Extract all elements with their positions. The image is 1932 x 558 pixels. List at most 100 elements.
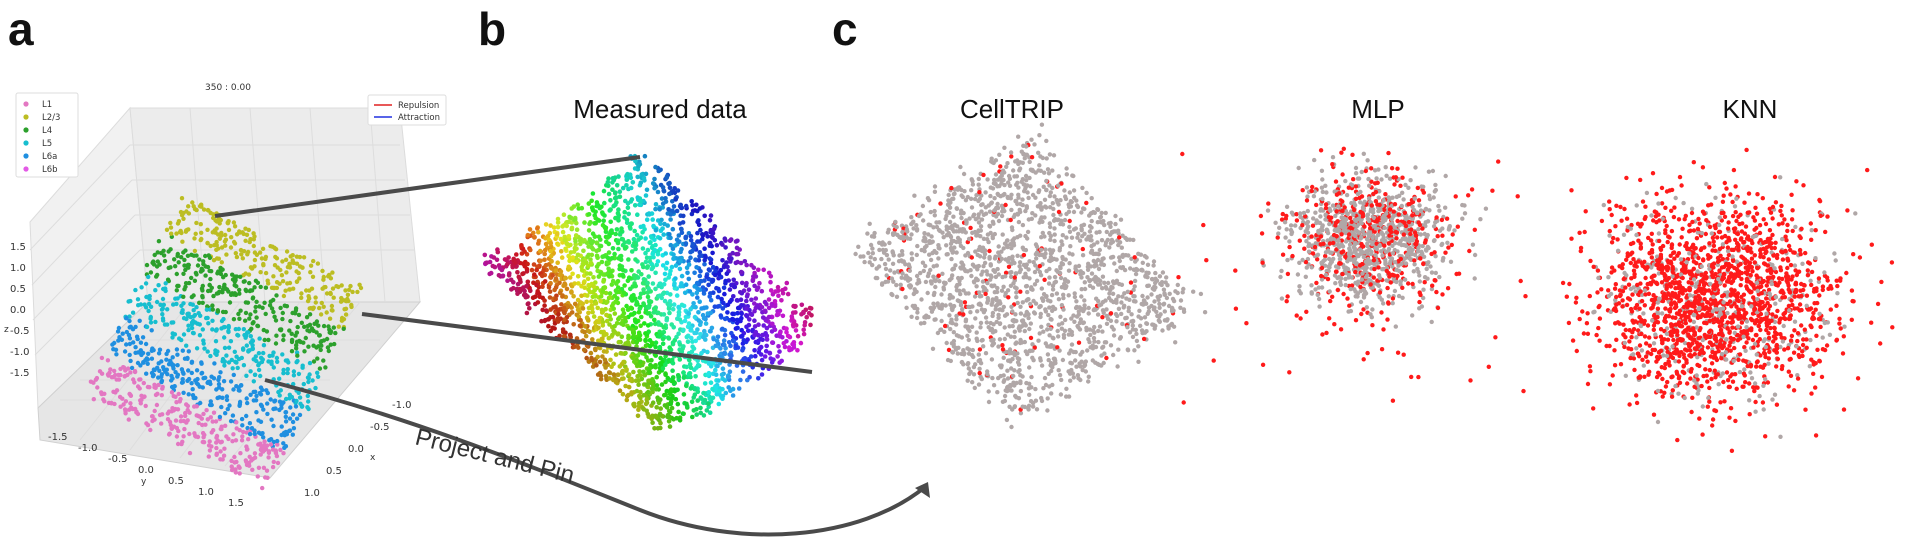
panel-a-point	[283, 414, 288, 419]
panel-b-point	[679, 302, 685, 308]
panel-a-point	[269, 359, 274, 364]
celltrip-point	[1023, 271, 1028, 276]
panel-b-point	[620, 185, 626, 191]
panel-b-point	[626, 240, 632, 245]
panel-a-point	[114, 352, 119, 357]
celltrip-point	[942, 329, 947, 334]
panel-b-point	[607, 295, 613, 300]
panel-b-point	[593, 300, 599, 306]
celltrip-point	[1054, 268, 1059, 273]
panel-b-point	[632, 240, 637, 246]
celltrip-point	[1009, 207, 1014, 213]
panel-b-point	[707, 218, 713, 223]
panel-b-point	[681, 327, 686, 333]
panel-a-point	[231, 220, 237, 225]
panel-a-point	[250, 467, 255, 472]
panel-b-point	[577, 323, 583, 329]
celltrip-point	[1092, 324, 1097, 330]
panel-a-point	[138, 340, 144, 345]
celltrip-point	[974, 284, 979, 289]
panel-b-point	[527, 306, 532, 311]
panel-a-point	[244, 232, 250, 237]
panel-a-point	[307, 372, 312, 377]
panel-b-point	[630, 334, 636, 340]
panel-a-point	[181, 390, 186, 395]
celltrip-point	[1020, 202, 1025, 208]
panel-a-point	[332, 341, 337, 347]
panel-a-point	[245, 300, 251, 305]
panel-a-point	[105, 358, 111, 363]
celltrip-point	[922, 249, 927, 254]
panel-b-point	[598, 294, 604, 299]
panel-a-point	[307, 329, 312, 334]
panel-a-point	[226, 329, 231, 335]
celltrip-point	[894, 224, 899, 230]
panel-b-point	[582, 324, 588, 329]
celltrip-point	[884, 252, 890, 258]
celltrip-point	[1061, 332, 1067, 338]
panel-b-point	[605, 235, 611, 240]
panel-a-point	[277, 281, 282, 286]
celltrip-point	[1049, 391, 1054, 396]
panel-a-point	[193, 231, 198, 236]
celltrip-point	[931, 264, 936, 269]
panel-b-point	[664, 316, 670, 321]
celltrip-point	[953, 322, 959, 327]
panel-a-point	[138, 377, 143, 382]
celltrip-point	[1118, 217, 1124, 222]
panel-b-point	[529, 267, 535, 273]
panel-b-point	[731, 294, 736, 299]
celltrip-point	[1064, 394, 1069, 399]
celltrip-point	[1000, 343, 1005, 348]
panel-a-point	[231, 372, 236, 378]
panel-b-point	[642, 227, 647, 232]
panel-b-point	[586, 282, 591, 288]
panel-a-point	[172, 257, 177, 262]
panel-b-point	[632, 203, 638, 208]
panel-b-point	[624, 397, 630, 403]
panel-a-point	[301, 381, 306, 387]
panel-a-point	[123, 368, 128, 373]
celltrip-point	[931, 301, 936, 306]
panel-a-point	[267, 353, 272, 359]
celltrip-point	[1022, 182, 1028, 188]
panel-b-point	[667, 180, 672, 186]
panel-a-point	[200, 439, 205, 445]
celltrip-point	[937, 246, 942, 251]
panel-b-point	[653, 286, 658, 292]
panel-a-point	[231, 317, 237, 322]
panel-b-point	[606, 250, 612, 255]
panel-b-point	[649, 266, 655, 272]
panel-a-point	[135, 384, 141, 389]
celltrip-point	[1042, 197, 1048, 202]
panel-a-point	[129, 365, 135, 371]
panel-b-point	[613, 299, 618, 305]
panel-b-point	[664, 174, 670, 179]
panel-a-point	[127, 336, 133, 341]
panel-a-point	[308, 263, 314, 268]
panel-a-point	[197, 300, 202, 305]
panel-b-point	[660, 336, 666, 342]
panel-b-point	[569, 289, 574, 294]
celltrip-point	[976, 182, 981, 187]
panel-a-point	[203, 273, 208, 278]
panel-a-point	[213, 419, 219, 424]
celltrip-point	[898, 282, 903, 287]
panel-a-point	[244, 430, 249, 435]
panel-b-point	[649, 358, 654, 363]
panel-b-point	[635, 353, 641, 358]
panel-a-point	[249, 288, 255, 293]
panel-a-point	[289, 331, 294, 336]
panel-a-point	[306, 344, 311, 349]
celltrip-point	[1033, 263, 1038, 268]
panel-b-point	[629, 294, 635, 299]
panel-b-point	[625, 205, 631, 211]
panel-b-point	[584, 299, 589, 305]
panel-b-point	[735, 325, 740, 331]
panel-b-point	[638, 389, 643, 395]
panel-a-point	[134, 334, 140, 339]
celltrip-point	[995, 289, 1000, 295]
panel-b-point	[695, 295, 700, 300]
panel-a-point	[210, 419, 215, 424]
panel-a-point	[261, 407, 266, 412]
